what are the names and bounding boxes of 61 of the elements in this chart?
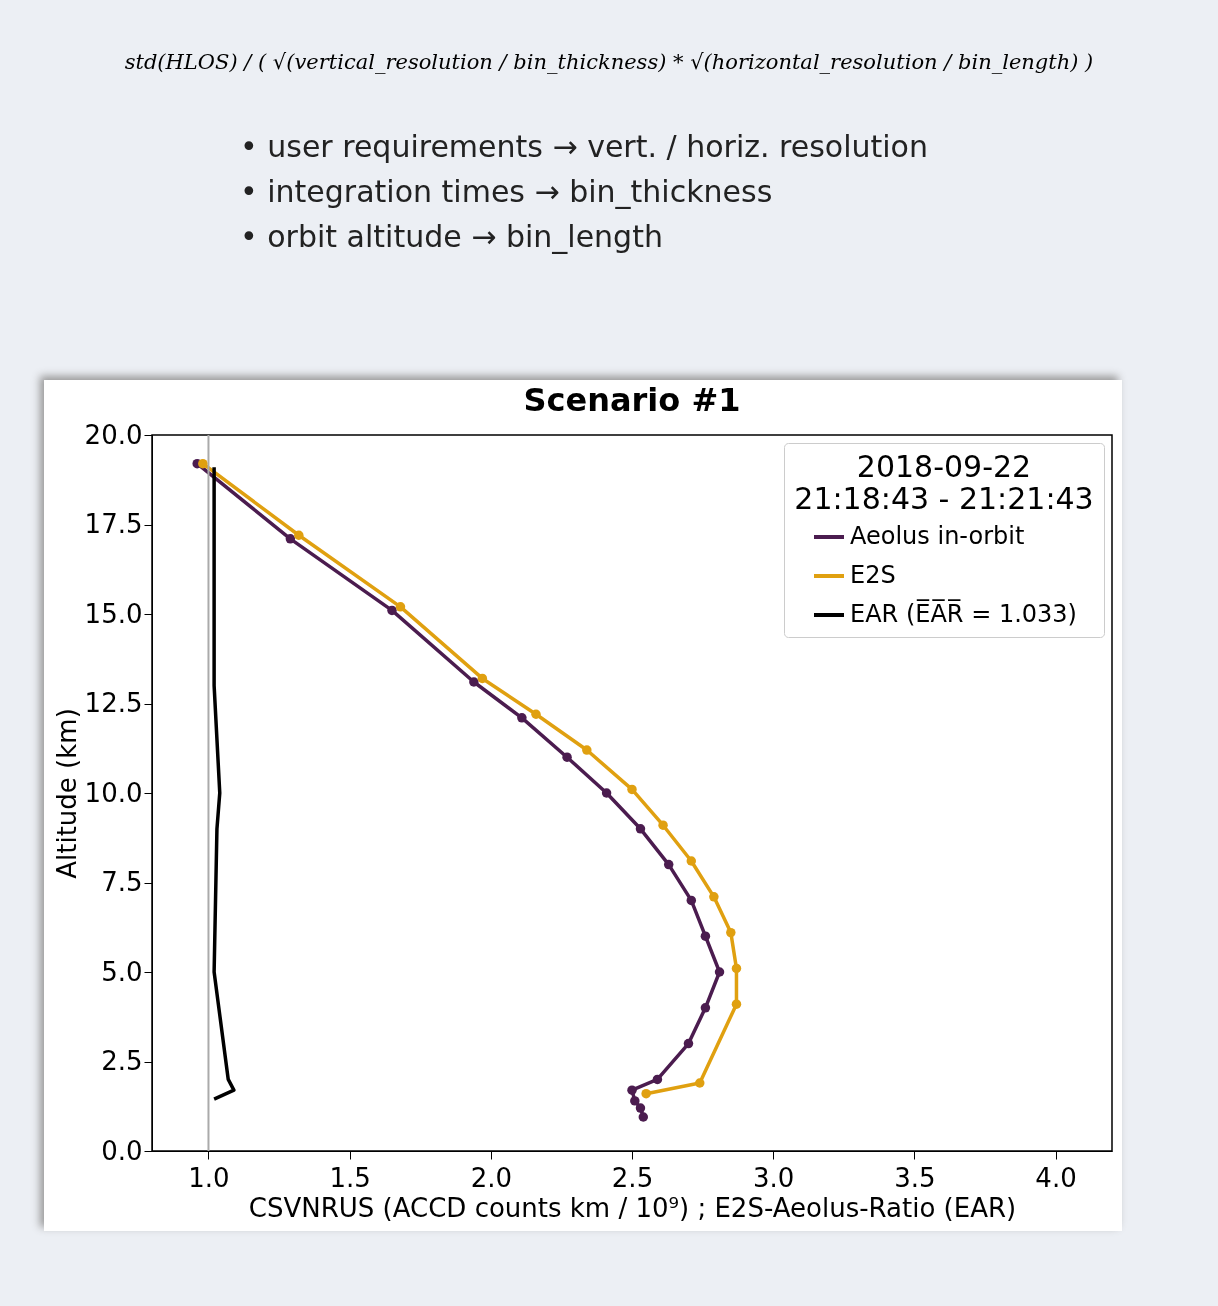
point xyxy=(652,1074,663,1085)
chart-title: Scenario #1 xyxy=(523,381,741,419)
point xyxy=(686,856,697,866)
point xyxy=(627,1085,637,1095)
point xyxy=(562,752,572,762)
legend-label: Aeolus in-orbit xyxy=(850,522,1025,550)
point xyxy=(638,1112,649,1122)
point xyxy=(635,824,646,834)
legend-label: E2S xyxy=(850,561,896,589)
text: std(HLOS) / ( √(vertical_resolution / bin_thickness) * √(horizontal_resolution / bin_length) ) xyxy=(123,50,1095,74)
point xyxy=(627,784,637,795)
y-axis-title: Altitude (km) xyxy=(51,708,82,879)
y-tick-label: 15.0 xyxy=(84,598,143,629)
point xyxy=(294,530,304,540)
point xyxy=(731,963,742,974)
point xyxy=(658,820,668,830)
point xyxy=(686,895,697,906)
point xyxy=(700,931,711,941)
x-tick-label: 1.0 xyxy=(188,1162,230,1193)
y-tick-label: 2.5 xyxy=(101,1046,143,1076)
y-tick-label: 12.5 xyxy=(84,688,143,718)
x-tick-label: 2.5 xyxy=(611,1162,654,1193)
x-tick-label: 3.5 xyxy=(894,1162,936,1193)
point xyxy=(709,892,719,902)
point xyxy=(635,1103,646,1113)
x-tick-label: 4.0 xyxy=(1035,1162,1077,1193)
point xyxy=(477,673,488,684)
x-axis-title: CSVNRUS (ACCD counts km / 10⁹) ; E2S-Aeolus-Ratio (EAR) xyxy=(248,1192,1017,1223)
point xyxy=(469,677,479,687)
x-tick-label: 1.5 xyxy=(329,1162,371,1193)
point xyxy=(285,534,296,544)
point xyxy=(731,999,742,1009)
point xyxy=(726,927,736,938)
y-tick-label: 0.0 xyxy=(101,1135,143,1166)
text: • orbit altitude → bin_length xyxy=(240,218,664,256)
point xyxy=(582,745,592,755)
x-tick-label: 2.0 xyxy=(470,1162,512,1193)
point xyxy=(517,713,527,723)
point xyxy=(395,602,406,612)
text: • integration times → bin_thickness xyxy=(240,173,774,211)
y-tick-label: 10.0 xyxy=(84,777,143,808)
y-tick-label: 17.5 xyxy=(84,509,143,539)
point xyxy=(663,859,674,870)
legend-label: EAR (E̅A̅R̅ = 1.033) xyxy=(850,598,1077,628)
y-tick-label: 20.0 xyxy=(84,419,143,450)
point xyxy=(683,1038,694,1049)
point xyxy=(630,1096,640,1106)
point xyxy=(641,1088,651,1099)
x-tick-label: 3.0 xyxy=(753,1162,795,1193)
point xyxy=(695,1078,705,1088)
point xyxy=(531,709,541,719)
point xyxy=(700,1003,711,1013)
line-series xyxy=(212,465,236,1101)
y-tick-label: 5.0 xyxy=(101,956,143,987)
text: • user requirements → vert. / horiz. resolution xyxy=(240,128,929,166)
point xyxy=(601,788,612,798)
point xyxy=(198,458,208,469)
legend-title: 2018-09-22 21:18:43 - 21:21:43 xyxy=(794,449,1094,516)
point xyxy=(714,967,725,977)
point xyxy=(387,605,397,616)
y-tick-label: 7.5 xyxy=(101,867,143,897)
